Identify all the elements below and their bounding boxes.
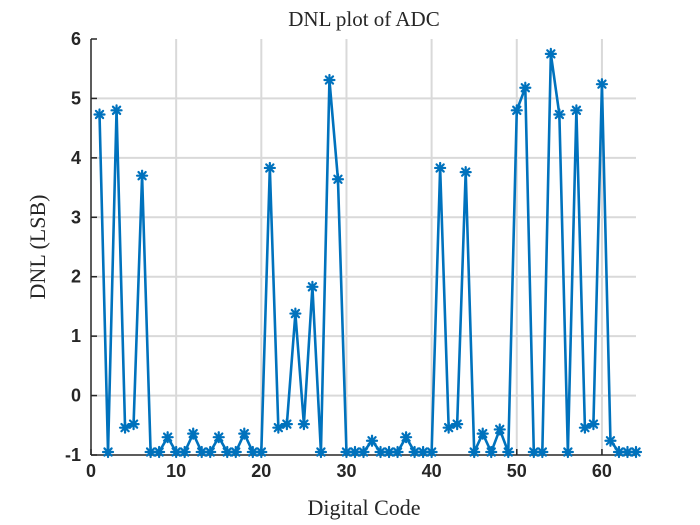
data-point-marker	[451, 417, 464, 431]
data-point-marker	[629, 445, 643, 459]
data-point-marker	[212, 431, 225, 444]
data-point-marker	[408, 445, 421, 459]
data-point-marker	[323, 73, 336, 87]
data-point-marker	[604, 434, 617, 447]
data-point-marker	[578, 421, 592, 434]
data-point-marker	[510, 104, 523, 117]
data-point-marker	[93, 108, 106, 121]
x-axis-label: Digital Code	[307, 495, 420, 520]
data-point-marker	[587, 417, 600, 431]
data-point-marker	[519, 81, 532, 94]
data-point-marker	[399, 431, 413, 444]
series-line	[98, 52, 636, 454]
data-point-marker	[135, 169, 149, 182]
y-axis-label: DNL (LSB)	[25, 195, 50, 300]
data-point-marker	[229, 445, 242, 459]
x-tick-label: 40	[422, 461, 442, 481]
y-tick-label: -1	[65, 445, 81, 465]
series-group	[93, 47, 643, 459]
data-point-marker	[493, 423, 506, 436]
chart-title: DNL plot of ADC	[288, 7, 439, 31]
data-point-marker	[331, 173, 345, 186]
data-point-marker	[544, 47, 557, 60]
data-point-marker	[110, 104, 123, 117]
y-tick-label: 3	[71, 207, 81, 227]
y-tick-label: 5	[71, 88, 81, 108]
data-point-marker	[263, 161, 276, 175]
y-tick-label: 1	[71, 326, 81, 346]
data-point-marker	[612, 445, 626, 459]
data-point-marker	[434, 161, 447, 175]
data-point-marker	[459, 166, 472, 179]
data-point-marker	[280, 417, 293, 431]
data-point-marker	[561, 445, 574, 459]
axes	[90, 39, 636, 456]
data-point-marker	[536, 445, 549, 459]
data-point-marker	[476, 427, 489, 440]
y-tick-label: 2	[71, 267, 81, 287]
data-point-marker	[570, 104, 583, 117]
data-point-marker	[221, 445, 234, 459]
x-tick-label: 20	[251, 461, 271, 481]
data-point-marker	[153, 445, 166, 459]
data-point-marker	[382, 445, 396, 459]
data-point-marker	[297, 417, 310, 431]
data-point-marker	[502, 445, 515, 459]
data-point-marker	[425, 445, 438, 459]
data-point-marker	[357, 445, 370, 459]
data-point-marker	[306, 280, 319, 293]
x-tick-label: 0	[86, 461, 96, 481]
data-point-marker	[101, 445, 115, 459]
x-tick-label: 60	[592, 461, 612, 481]
data-point-marker	[485, 445, 498, 459]
data-point-marker	[340, 445, 353, 459]
x-tick-label: 30	[336, 461, 356, 481]
data-point-marker	[272, 421, 285, 434]
x-tick-label: 10	[166, 461, 186, 481]
data-point-marker	[442, 421, 455, 434]
data-point-marker	[238, 427, 251, 440]
data-point-marker	[468, 445, 481, 459]
data-point-marker	[178, 445, 191, 459]
y-tick-label: 0	[71, 386, 81, 406]
data-point-marker	[187, 427, 200, 440]
data-point-marker	[118, 421, 132, 434]
data-point-marker	[553, 108, 566, 121]
data-point-marker	[161, 431, 174, 444]
y-tick-label: 4	[71, 148, 81, 168]
data-point-marker	[314, 445, 328, 459]
data-point-marker	[204, 445, 217, 459]
data-point-marker	[595, 78, 609, 91]
data-point-marker	[255, 445, 268, 459]
data-point-marker	[127, 417, 140, 431]
x-tick-label: 50	[507, 461, 527, 481]
grid-lines	[91, 39, 636, 455]
data-point-marker	[391, 445, 404, 459]
y-tick-label: 6	[71, 29, 81, 49]
data-point-marker	[365, 434, 379, 447]
data-point-marker	[289, 307, 302, 320]
